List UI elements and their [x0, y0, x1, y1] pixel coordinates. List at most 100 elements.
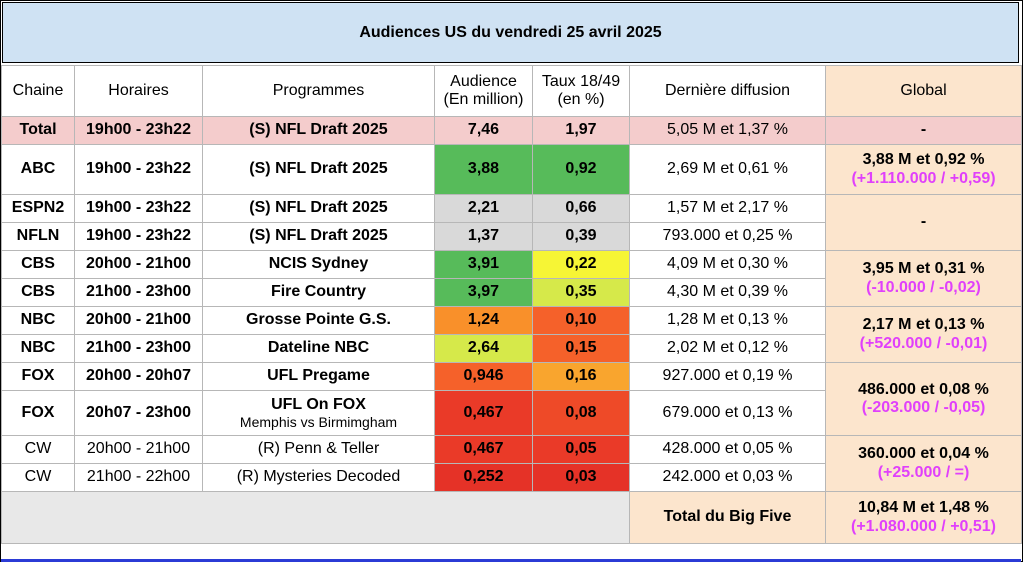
cell-chaine: Total: [1, 116, 75, 145]
cell-taux: 0,16: [532, 362, 630, 391]
header-chaine: Chaine: [1, 65, 75, 117]
cell-programme: (R) Penn & Teller: [202, 435, 435, 464]
table-row: NBC 21h00 - 23h00 Dateline NBC 2,64 0,15…: [1, 334, 1022, 363]
global-cw-delta: (+25.000 / =): [877, 463, 970, 481]
header-derniere: Dernière diffusion: [629, 65, 826, 117]
cell-horaires: 20h00 - 20h07: [74, 362, 203, 391]
cell-taux: 0,66: [532, 194, 630, 223]
table-row: CBS 20h00 - 21h00 NCIS Sydney 3,91 0,22 …: [1, 250, 1022, 307]
global-cbs-main: 3,95 M et 0,31 %: [862, 260, 985, 278]
cell-horaires: 19h00 - 23h22: [74, 116, 203, 145]
global-abc-main: 3,88 M et 0,92 %: [862, 151, 985, 169]
cell-audience: 1,37: [434, 222, 533, 251]
footer-row: Total du Big Five 10,84 M et 1,48 % (+1.0…: [1, 491, 1022, 544]
cell-programme: (S) NFL Draft 2025: [202, 194, 435, 223]
table-title: Audiences US du vendredi 25 avril 2025: [2, 2, 1019, 63]
footer-empty-cell: [1, 491, 630, 544]
header-horaires: Horaires: [74, 65, 203, 117]
table-row: CBS 21h00 - 23h00 Fire Country 3,97 0,35…: [1, 278, 1022, 307]
global-nbc-delta: (+520.000 / -0,01): [859, 334, 988, 352]
cell-taux: 0,92: [532, 144, 630, 195]
cell-derniere: 4,09 M et 0,30 %: [629, 250, 826, 279]
cell-taux: 0,05: [532, 435, 630, 464]
cell-horaires: 20h00 - 21h00: [74, 250, 203, 279]
cell-programme: (R) Mysteries Decoded: [202, 463, 435, 492]
cell-taux: 1,97: [532, 116, 630, 145]
cell-audience: 0,467: [434, 390, 533, 436]
cell-chaine: FOX: [1, 362, 75, 391]
cell-audience: 0,467: [434, 435, 533, 464]
cell-audience: 0,252: [434, 463, 533, 492]
cell-chaine: ESPN2: [1, 194, 75, 223]
footer-delta: (+1.080.000 / +0,51): [851, 517, 996, 535]
cell-derniere: 4,30 M et 0,39 %: [629, 278, 826, 307]
cell-global-nbc: 2,17 M et 0,13 % (+520.000 / -0,01): [825, 306, 1022, 363]
cell-chaine: CW: [1, 463, 75, 492]
header-row: Chaine Horaires Programmes Audience (En m…: [1, 65, 1022, 117]
header-taux-l2: (en %): [557, 91, 605, 108]
cell-taux: 0,39: [532, 222, 630, 251]
header-taux: Taux 18/49 (en %): [532, 65, 630, 117]
table-row: CW 20h00 - 21h00 (R) Penn & Teller 0,467…: [1, 435, 1022, 492]
cell-derniere: 679.000 et 0,13 %: [629, 390, 826, 436]
bottom-accent-line: [1, 559, 1021, 562]
cell-audience: 2,64: [434, 334, 533, 363]
header-programmes: Programmes: [202, 65, 435, 117]
global-cw-main: 360.000 et 0,04 %: [858, 445, 989, 463]
cell-derniere: 5,05 M et 1,37 %: [629, 116, 826, 145]
cell-derniere: 1,57 M et 2,17 %: [629, 194, 826, 223]
cell-programme: (S) NFL Draft 2025: [202, 144, 435, 195]
cell-global-cbs: 3,95 M et 0,31 % (-10.000 / -0,02): [825, 250, 1022, 307]
cell-derniere: 2,69 M et 0,61 %: [629, 144, 826, 195]
cell-programme: UFL Pregame: [202, 362, 435, 391]
footer-main: 10,84 M et 1,48 %: [858, 499, 989, 517]
cell-audience: 7,46: [434, 116, 533, 145]
header-audience-l2: (En million): [443, 91, 524, 108]
cell-chaine: CBS: [1, 278, 75, 307]
table-row: FOX 20h00 - 20h07 UFL Pregame 0,946 0,16…: [1, 362, 1022, 436]
cell-derniere: 927.000 et 0,19 %: [629, 362, 826, 391]
cell-horaires: 19h00 - 23h22: [74, 144, 203, 195]
table-row: NFLN 19h00 - 23h22 (S) NFL Draft 2025 1,…: [1, 222, 1022, 251]
cell-derniere: 1,28 M et 0,13 %: [629, 306, 826, 335]
table-row: FOX 20h07 - 23h00 UFL On FOX Memphis vs B…: [1, 390, 1022, 436]
cell-chaine: NBC: [1, 306, 75, 335]
table-row: ABC 19h00 - 23h22 (S) NFL Draft 2025 3,8…: [1, 144, 1022, 195]
cell-derniere: 2,02 M et 0,12 %: [629, 334, 826, 363]
global-nbc-main: 2,17 M et 0,13 %: [862, 316, 985, 334]
header-global: Global: [825, 65, 1022, 117]
cell-horaires: 19h00 - 23h22: [74, 222, 203, 251]
cell-programme: UFL On FOX Memphis vs Birmimgham: [202, 390, 435, 436]
cell-horaires: 20h00 - 21h00: [74, 435, 203, 464]
cell-horaires: 20h07 - 23h00: [74, 390, 203, 436]
audience-table: Chaine Horaires Programmes Audience (En m…: [1, 65, 1022, 544]
cell-taux: 0,10: [532, 306, 630, 335]
cell-global-cw: 360.000 et 0,04 % (+25.000 / =): [825, 435, 1022, 492]
cell-global-total: -: [825, 116, 1022, 145]
cell-audience: 3,88: [434, 144, 533, 195]
cell-taux: 0,22: [532, 250, 630, 279]
cell-programme: Fire Country: [202, 278, 435, 307]
cell-horaires: 21h00 - 23h00: [74, 334, 203, 363]
cell-programme: Grosse Pointe G.S.: [202, 306, 435, 335]
header-taux-l1: Taux 18/49: [541, 72, 621, 90]
cell-taux: 0,03: [532, 463, 630, 492]
footer-global: 10,84 M et 1,48 % (+1.080.000 / +0,51): [825, 491, 1022, 544]
cell-horaires: 21h00 - 23h00: [74, 278, 203, 307]
cell-audience: 2,21: [434, 194, 533, 223]
cell-derniere: 428.000 et 0,05 %: [629, 435, 826, 464]
cell-taux: 0,35: [532, 278, 630, 307]
cell-audience: 3,91: [434, 250, 533, 279]
header-audience: Audience (En million): [434, 65, 533, 117]
header-audience-l1: Audience: [450, 72, 517, 90]
cell-audience: 1,24: [434, 306, 533, 335]
cell-taux: 0,15: [532, 334, 630, 363]
table-row: ESPN2 19h00 - 23h22 (S) NFL Draft 2025 2…: [1, 194, 1022, 251]
global-abc-delta: (+1.110.000 / +0,59): [851, 169, 996, 187]
cell-programme: (S) NFL Draft 2025: [202, 222, 435, 251]
cell-global-abc: 3,88 M et 0,92 % (+1.110.000 / +0,59): [825, 144, 1022, 195]
cell-derniere: 793.000 et 0,25 %: [629, 222, 826, 251]
table-row: Total 19h00 - 23h22 (S) NFL Draft 2025 7…: [1, 116, 1022, 145]
cell-global-espn-nfln: -: [825, 194, 1022, 251]
cell-programme: (S) NFL Draft 2025: [202, 116, 435, 145]
